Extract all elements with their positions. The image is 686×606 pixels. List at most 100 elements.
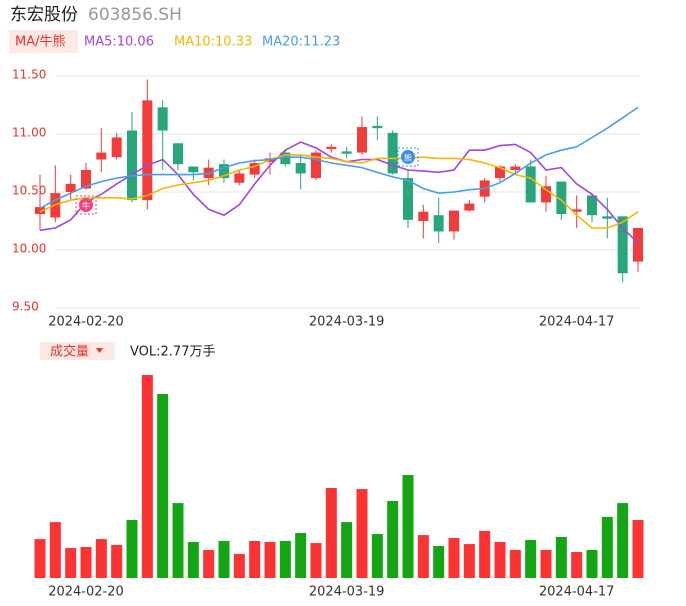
volume-bar: [65, 548, 77, 578]
candle-body: [157, 107, 168, 131]
volume-bar: [233, 553, 245, 578]
candle-body: [433, 215, 444, 232]
candle-body: [280, 152, 291, 165]
volume-bar: [325, 488, 337, 578]
dropdown-arrow[interactable]: [96, 348, 103, 353]
volume-bar: [356, 489, 368, 578]
volume-bar: [126, 520, 138, 578]
volume-bar: [387, 500, 399, 578]
signal-frame: [397, 147, 419, 167]
volume-bar: [571, 552, 583, 578]
candle-body: [602, 216, 613, 219]
volume-bar: [494, 542, 506, 578]
volume-bar: [111, 544, 123, 578]
volume-bar: [295, 533, 307, 578]
volume-bar: [632, 520, 644, 578]
y-tick-label: 11.50: [12, 68, 46, 82]
candle-body: [111, 137, 122, 158]
candle-body: [464, 203, 475, 211]
candle-body: [234, 173, 245, 183]
stock-code: 603856.SH: [88, 5, 182, 25]
candle-body: [188, 166, 199, 173]
candle-body: [311, 152, 321, 179]
volume-bar: [448, 538, 460, 578]
volume-bar: [141, 375, 153, 578]
y-tick-label: 9.50: [12, 300, 39, 314]
volume-bar: [555, 536, 567, 578]
candle-body: [525, 166, 536, 203]
candle-body: [295, 163, 306, 174]
candle-body: [556, 181, 567, 215]
candle-body: [372, 125, 383, 129]
volume-bar: [157, 394, 169, 578]
candle-body: [571, 209, 582, 212]
volume-legend: VOL:2.77万手: [130, 345, 215, 360]
candle-body: [249, 163, 260, 175]
volume-bar: [203, 549, 215, 578]
volume-bar: [80, 547, 92, 578]
x-tick-label: 2024-04-17: [539, 585, 615, 600]
x-tick-label: 2024-04-17: [539, 315, 615, 330]
x-tick-label: 2024-03-19: [309, 315, 385, 330]
y-tick-label: 11.00: [12, 126, 46, 140]
candle-body: [81, 169, 91, 189]
candle-body: [173, 143, 183, 165]
ma-line: [39, 154, 639, 229]
candle-body: [65, 183, 76, 192]
signal-icon: [79, 198, 93, 212]
legend-entry: MA10:10.33: [174, 35, 252, 50]
candle-body: [387, 132, 398, 174]
volume-bar: [525, 539, 537, 578]
volume-bar: [433, 545, 445, 578]
candle-body: [418, 211, 429, 221]
ma-button[interactable]: MA/牛熊: [15, 34, 66, 50]
volume-bar: [417, 535, 429, 578]
signal-icon: [401, 150, 415, 164]
volume-bar: [509, 549, 521, 578]
volume-bar: [586, 549, 598, 578]
candle-body: [35, 207, 45, 215]
x-tick-label: 2024-02-20: [48, 315, 124, 330]
volume-bar: [34, 539, 46, 578]
y-tick-label: 10.50: [12, 184, 46, 198]
candle-body: [633, 227, 643, 262]
legend-entry: MA5:10.06: [84, 35, 154, 50]
volume-bar: [341, 522, 353, 578]
stock-name: 东宏股份: [10, 5, 78, 25]
volume-bar: [617, 503, 629, 578]
candle-body: [510, 166, 521, 170]
x-tick-label: 2024-03-19: [309, 585, 385, 600]
volume-bar: [310, 543, 322, 578]
candle-body: [341, 151, 352, 154]
volume-bar: [402, 475, 414, 578]
volume-bar: [264, 542, 276, 578]
candle-body: [357, 127, 367, 153]
volume-button[interactable]: 成交量: [50, 344, 89, 360]
candle-body: [587, 195, 597, 216]
signal-label: 牛: [82, 201, 90, 211]
candle-body: [495, 166, 505, 179]
candle-body: [541, 186, 551, 203]
x-tick-label: 2024-02-20: [48, 585, 124, 600]
volume-bar: [540, 549, 552, 578]
candle-body: [127, 130, 137, 201]
volume-bar: [187, 542, 199, 578]
candle-body: [449, 210, 459, 232]
ma-line: [39, 106, 639, 209]
volume-button-bg[interactable]: [40, 342, 115, 360]
legend-entry: MA20:11.23: [262, 35, 340, 50]
candle-body: [326, 146, 337, 150]
volume-bar: [95, 539, 107, 578]
ma-button-bg[interactable]: [9, 30, 78, 53]
volume-bar: [463, 544, 475, 578]
volume-bar: [371, 534, 383, 578]
volume-bar: [249, 540, 261, 578]
candle-body: [142, 100, 153, 201]
candle-body: [219, 164, 229, 179]
volume-bar: [601, 516, 613, 578]
volume-bar: [218, 540, 230, 578]
candle-body: [403, 178, 413, 220]
signal-frame: [75, 195, 97, 215]
candle-body: [96, 152, 107, 160]
